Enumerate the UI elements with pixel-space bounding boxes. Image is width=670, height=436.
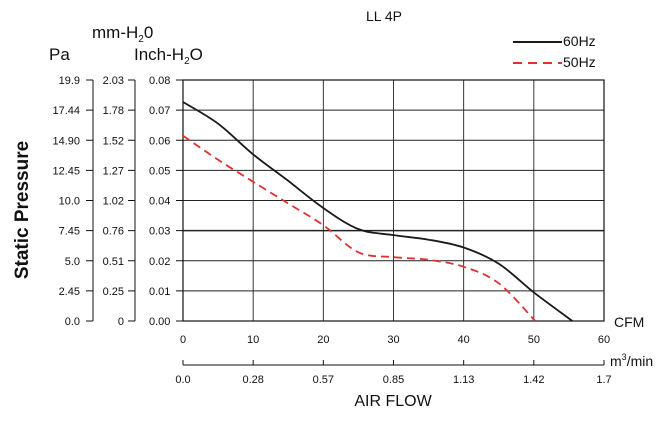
grid — [182, 79, 605, 322]
y-tick-label: 1.78 — [103, 105, 124, 117]
x-unit-cfm: CFM — [614, 314, 644, 330]
y-tick-label: 0.00 — [149, 316, 170, 328]
y-tick-label: 0.01 — [149, 286, 170, 298]
y-tick-label: 1.27 — [103, 165, 124, 177]
series-line-60hz — [182, 101, 573, 322]
y-unit-mm-h2o: mm-H20 — [92, 23, 153, 45]
y-tick-label: 1.02 — [103, 196, 124, 208]
y-tick-label: 1.52 — [103, 135, 124, 147]
y-tick-label: 0.07 — [149, 105, 170, 117]
y-tick-label: 0.0 — [65, 316, 80, 328]
y-tick-label: 0.02 — [149, 256, 170, 268]
x-tick-label-cfm: 10 — [247, 334, 259, 346]
y-axis-title: Static Pressure — [12, 141, 33, 279]
x-tick-label-m3: 1.7 — [596, 374, 611, 386]
x-tick-label-m3: 0.57 — [313, 374, 334, 386]
chart-title: LL 4P — [366, 8, 402, 24]
x-axis-title: AIR FLOW — [354, 393, 432, 410]
y-tick-label: 0.51 — [103, 256, 124, 268]
x-tick-label-m3: 1.13 — [453, 374, 474, 386]
y-tick-label: 0.05 — [149, 165, 170, 177]
y-tick-label: 0.03 — [149, 226, 170, 238]
y-tick-label: 0.08 — [149, 75, 170, 87]
x-axes: 0 10 20 30 40 50 60 0.0 0.28 0.57 0.85 1.13 1.42 1.7 — [175, 334, 611, 386]
y-tick-label: 2.45 — [59, 286, 80, 298]
x-tick-label-m3: 0.85 — [383, 374, 404, 386]
series-line-50hz — [182, 134, 536, 322]
y-tick-label: 14.90 — [52, 135, 80, 147]
y-tick-label: 0.25 — [103, 286, 124, 298]
y-tick-label: 0.04 — [149, 196, 170, 208]
x-tick-label-m3: 0.0 — [175, 374, 190, 386]
y-tick-label: 10.0 — [59, 196, 80, 208]
legend: 60Hz 50Hz — [513, 33, 596, 70]
y-tick-label: 0.06 — [149, 135, 170, 147]
y-tick-label: 5.0 — [65, 256, 80, 268]
y-unit-pa: Pa — [49, 45, 70, 64]
x-tick-label-cfm: 50 — [528, 334, 540, 346]
y-tick-label: 7.45 — [59, 226, 80, 238]
legend-label-50hz: 50Hz — [563, 54, 596, 70]
x-tick-label-m3: 1.42 — [523, 374, 544, 386]
legend-label-60hz: 60Hz — [563, 33, 596, 49]
y-tick-label: 0 — [118, 316, 124, 328]
x-tick-label-cfm: 20 — [317, 334, 329, 346]
x-tick-label-cfm: 30 — [387, 334, 399, 346]
x-tick-label-cfm: 40 — [458, 334, 470, 346]
x-unit-m3-min: m3/min — [610, 352, 653, 369]
x-tick-label-m3: 0.28 — [242, 374, 263, 386]
y-axes: 0.0 2.45 5.0 7.45 10.0 12.45 14.90 17.44 19.9 0 0.… — [52, 75, 184, 328]
y-tick-label: 2.03 — [103, 75, 124, 87]
y-unit-inch-h2o: Inch-H2O — [134, 45, 203, 67]
x-tick-label-cfm: 0 — [180, 334, 186, 346]
y-tick-label: 0.76 — [103, 226, 124, 238]
y-tick-label: 12.45 — [52, 165, 80, 177]
y-tick-label: 17.44 — [52, 105, 80, 117]
series — [182, 101, 573, 322]
y-tick-label: 19.9 — [59, 75, 80, 87]
x-tick-label-cfm: 60 — [598, 334, 610, 346]
